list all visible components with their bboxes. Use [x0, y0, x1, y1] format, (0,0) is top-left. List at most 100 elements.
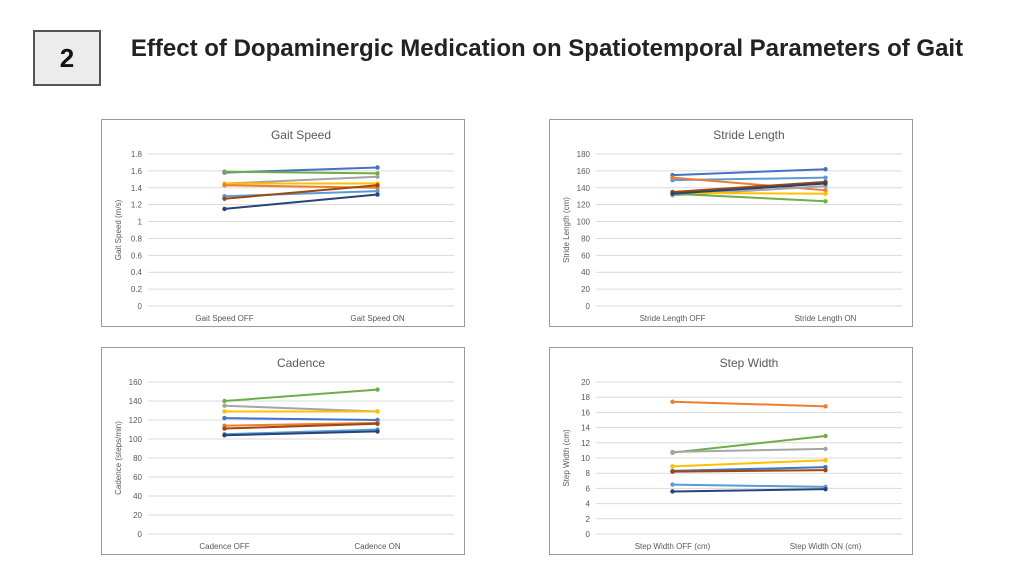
- data-point: [670, 469, 675, 474]
- series-line: [224, 422, 378, 430]
- y-tick-label: 20: [133, 511, 142, 520]
- y-tick-label: 20: [581, 378, 590, 387]
- series-line: [672, 483, 826, 488]
- x-tick-label: Cadence OFF: [199, 542, 249, 551]
- y-tick-label: 1.8: [131, 150, 143, 159]
- y-tick-label: 1: [138, 218, 143, 227]
- y-tick-label: 60: [581, 251, 590, 260]
- data-point: [823, 167, 828, 172]
- series-line: [224, 417, 378, 421]
- data-point: [222, 206, 227, 212]
- series-line: [672, 488, 826, 493]
- y-tick-label: 80: [133, 454, 142, 463]
- y-tick-label: 6: [586, 484, 591, 493]
- slide-number-badge: 2: [33, 30, 101, 86]
- y-tick-label: 40: [133, 492, 142, 501]
- series-line: [672, 459, 826, 468]
- series-line: [672, 447, 826, 453]
- y-axis-label: Cadence (steps/min): [114, 421, 123, 495]
- y-tick-label: 18: [581, 393, 590, 402]
- y-tick-label: 160: [129, 378, 143, 387]
- y-axis-label: Step Width (cm): [562, 429, 571, 487]
- data-point: [375, 174, 380, 179]
- y-tick-label: 1.2: [131, 201, 143, 210]
- chart-title: Gait Speed: [271, 128, 331, 142]
- step-width-chart: Step Width 0 2 4 6 8 10 12 14 16 18 20 Step Width (c…: [549, 347, 913, 555]
- data-point: [222, 426, 227, 431]
- y-tick-label: 100: [129, 435, 143, 444]
- series-line: [224, 193, 378, 210]
- chart-svg: Step Width 0 2 4 6 8 10 12 14 16 18 20 Step Width (c…: [562, 356, 902, 551]
- data-point: [222, 169, 227, 174]
- cadence-chart: Cadence 0 20 40 60 80 100 120 140 160 Cadence (ste…: [101, 347, 465, 555]
- y-tick-label: 0: [138, 530, 143, 539]
- series-line: [224, 175, 378, 185]
- data-point: [222, 409, 227, 414]
- chart-svg: Cadence 0 20 40 60 80 100 120 140 160 Cadence (ste…: [114, 356, 454, 551]
- data-point: [823, 446, 828, 452]
- x-tick-label: Step Width ON (cm): [790, 542, 862, 551]
- data-point: [375, 421, 380, 426]
- y-tick-label: 0: [138, 302, 143, 311]
- x-tick-label: Cadence ON: [354, 542, 400, 551]
- data-point: [375, 183, 380, 188]
- series-line: [672, 182, 826, 195]
- series-line: [224, 190, 378, 198]
- data-point: [670, 449, 675, 455]
- series-line: [224, 421, 378, 427]
- y-tick-label: 120: [577, 201, 591, 210]
- data-point: [823, 467, 828, 473]
- y-tick-label: 14: [581, 424, 590, 433]
- data-point: [823, 181, 828, 186]
- y-tick-label: 1.4: [131, 184, 143, 193]
- y-tick-label: 8: [586, 469, 591, 478]
- y-tick-label: 0.4: [131, 268, 143, 277]
- y-tick-label: 0.6: [131, 251, 143, 260]
- data-point: [670, 489, 675, 494]
- data-point: [222, 196, 227, 201]
- y-tick-label: 80: [581, 234, 590, 243]
- data-point: [222, 415, 227, 421]
- y-tick-label: 40: [581, 268, 590, 277]
- y-tick-label: 0: [586, 530, 591, 539]
- series-line: [672, 168, 826, 177]
- data-point: [375, 165, 380, 170]
- y-tick-label: 100: [577, 218, 591, 227]
- chart-title: Step Width: [720, 356, 779, 370]
- data-point: [823, 191, 828, 196]
- y-tick-label: 2: [586, 515, 591, 524]
- series-line: [672, 400, 826, 408]
- x-tick-label: Gait Speed ON: [350, 314, 404, 323]
- y-tick-label: 0: [586, 302, 591, 311]
- chart-svg: Stride Length 0 20 40 60 80 100 120 140 160 180 Str…: [562, 128, 902, 323]
- data-point: [375, 429, 380, 434]
- y-tick-label: 120: [129, 416, 143, 425]
- chart-svg: Gait Speed 0 0.2 0.4 0.6 0.8 1 1.2 1.4 1.6 1.8 Gait…: [114, 128, 454, 323]
- data-point: [823, 486, 828, 492]
- y-tick-label: 0.8: [131, 234, 143, 243]
- series-line: [672, 180, 826, 193]
- series-line: [224, 170, 378, 175]
- x-tick-label: Step Width OFF (cm): [635, 542, 711, 551]
- data-point: [823, 464, 828, 470]
- data-point: [823, 404, 828, 409]
- gait-speed-chart: Gait Speed 0 0.2 0.4 0.6 0.8 1 1.2 1.4 1.6 1.8 Gait…: [101, 119, 465, 327]
- y-tick-label: 60: [133, 473, 142, 482]
- y-tick-label: 140: [577, 184, 591, 193]
- data-point: [222, 403, 227, 408]
- data-point: [222, 398, 227, 404]
- data-point: [375, 409, 380, 414]
- y-axis-label: Stride Length (cm): [562, 197, 571, 263]
- slide-title: Effect of Dopaminergic Medication on Spa…: [130, 35, 964, 62]
- y-tick-label: 16: [581, 408, 590, 417]
- series-line: [224, 430, 378, 437]
- data-point: [823, 175, 828, 180]
- chart-title: Cadence: [277, 356, 325, 370]
- series-line: [672, 434, 826, 454]
- series-line: [224, 428, 378, 436]
- data-point: [222, 183, 227, 188]
- y-axis-label: Gait Speed (m/s): [114, 199, 123, 260]
- series-line: [672, 466, 826, 472]
- slide-number: 2: [59, 42, 75, 73]
- y-tick-label: 20: [581, 285, 590, 294]
